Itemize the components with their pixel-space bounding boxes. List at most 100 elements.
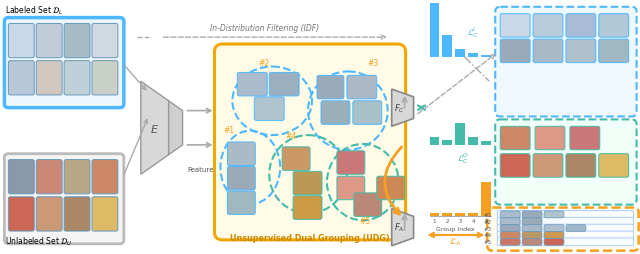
Bar: [429, 214, 440, 216]
FancyBboxPatch shape: [487, 208, 639, 251]
Bar: [481, 141, 492, 145]
FancyBboxPatch shape: [337, 151, 365, 174]
Text: #4: #4: [285, 132, 296, 140]
FancyBboxPatch shape: [500, 211, 520, 218]
Bar: [481, 182, 492, 216]
Bar: [456, 214, 465, 216]
Text: 1: 1: [433, 218, 436, 224]
FancyBboxPatch shape: [4, 19, 124, 108]
Polygon shape: [169, 101, 182, 155]
Text: Labeled Set $\mathcal{D}_L$: Labeled Set $\mathcal{D}_L$: [5, 4, 64, 17]
FancyBboxPatch shape: [282, 147, 310, 171]
Bar: [468, 54, 478, 57]
FancyBboxPatch shape: [8, 197, 35, 231]
FancyBboxPatch shape: [317, 76, 344, 100]
FancyBboxPatch shape: [227, 142, 255, 166]
FancyBboxPatch shape: [254, 98, 284, 121]
Text: $\mathcal{L}_C^O$: $\mathcal{L}_C^O$: [458, 150, 470, 165]
Text: Unsupervised Dual Grouping (UDG): Unsupervised Dual Grouping (UDG): [230, 233, 390, 242]
FancyBboxPatch shape: [522, 218, 542, 225]
FancyBboxPatch shape: [293, 196, 322, 219]
Text: $F_A$: $F_A$: [394, 221, 405, 233]
FancyBboxPatch shape: [500, 154, 530, 178]
FancyBboxPatch shape: [321, 101, 350, 125]
Text: #4: #4: [483, 233, 492, 237]
FancyBboxPatch shape: [497, 224, 634, 232]
FancyBboxPatch shape: [500, 218, 520, 225]
FancyBboxPatch shape: [566, 14, 596, 38]
Text: Feature: Feature: [188, 167, 214, 173]
FancyBboxPatch shape: [544, 211, 564, 218]
Bar: [442, 140, 452, 145]
FancyBboxPatch shape: [500, 225, 520, 232]
FancyBboxPatch shape: [566, 154, 596, 178]
Text: Group Index: Group Index: [436, 226, 475, 231]
FancyBboxPatch shape: [500, 239, 520, 245]
Bar: [481, 56, 492, 57]
FancyBboxPatch shape: [544, 239, 564, 245]
Text: #5: #5: [360, 216, 371, 225]
FancyBboxPatch shape: [8, 24, 35, 58]
FancyBboxPatch shape: [64, 197, 90, 231]
FancyBboxPatch shape: [8, 61, 35, 96]
FancyBboxPatch shape: [353, 101, 381, 125]
FancyBboxPatch shape: [497, 211, 634, 218]
FancyBboxPatch shape: [237, 73, 268, 97]
FancyBboxPatch shape: [522, 211, 542, 218]
Bar: [429, 4, 440, 57]
Polygon shape: [141, 82, 169, 174]
Bar: [468, 137, 478, 145]
FancyBboxPatch shape: [92, 24, 118, 58]
FancyBboxPatch shape: [566, 40, 596, 63]
Text: 2: 2: [445, 218, 449, 224]
FancyBboxPatch shape: [354, 193, 381, 216]
Text: #2: #2: [483, 219, 492, 224]
Text: 5: 5: [484, 218, 488, 224]
FancyBboxPatch shape: [599, 14, 628, 38]
FancyBboxPatch shape: [92, 160, 118, 194]
FancyBboxPatch shape: [269, 73, 299, 97]
Bar: [456, 50, 465, 57]
FancyBboxPatch shape: [36, 160, 62, 194]
Bar: [442, 36, 452, 57]
FancyArrowPatch shape: [385, 147, 402, 214]
Text: #2: #2: [259, 58, 269, 67]
FancyBboxPatch shape: [337, 177, 365, 200]
Text: #1: #1: [483, 212, 492, 217]
FancyBboxPatch shape: [533, 40, 563, 63]
Text: $E$: $E$: [150, 123, 159, 135]
FancyBboxPatch shape: [533, 14, 563, 38]
FancyBboxPatch shape: [500, 40, 530, 63]
FancyBboxPatch shape: [36, 61, 62, 96]
Text: $\mathcal{L}_C^I$: $\mathcal{L}_C^I$: [467, 25, 479, 40]
FancyBboxPatch shape: [522, 239, 542, 245]
FancyBboxPatch shape: [92, 61, 118, 96]
Text: #1: #1: [223, 126, 234, 135]
FancyBboxPatch shape: [4, 154, 124, 244]
FancyBboxPatch shape: [599, 40, 628, 63]
FancyBboxPatch shape: [293, 172, 322, 195]
FancyBboxPatch shape: [36, 197, 62, 231]
Text: $\mathcal{L}_A$: $\mathcal{L}_A$: [449, 236, 461, 247]
FancyBboxPatch shape: [500, 127, 530, 150]
Text: #5: #5: [483, 240, 492, 244]
Bar: [456, 124, 465, 145]
FancyBboxPatch shape: [522, 232, 542, 239]
FancyBboxPatch shape: [347, 76, 377, 100]
FancyBboxPatch shape: [570, 127, 600, 150]
FancyBboxPatch shape: [64, 61, 90, 96]
FancyBboxPatch shape: [535, 127, 565, 150]
Text: 3: 3: [459, 218, 462, 224]
FancyBboxPatch shape: [500, 14, 530, 38]
FancyBboxPatch shape: [377, 177, 404, 200]
FancyBboxPatch shape: [533, 154, 563, 178]
FancyBboxPatch shape: [497, 238, 634, 246]
Text: #3: #3: [483, 226, 492, 231]
FancyBboxPatch shape: [497, 231, 634, 239]
Text: 4: 4: [472, 218, 475, 224]
FancyBboxPatch shape: [544, 225, 564, 232]
Text: #3: #3: [368, 58, 379, 67]
Bar: [429, 137, 440, 145]
FancyBboxPatch shape: [64, 24, 90, 58]
FancyBboxPatch shape: [64, 160, 90, 194]
